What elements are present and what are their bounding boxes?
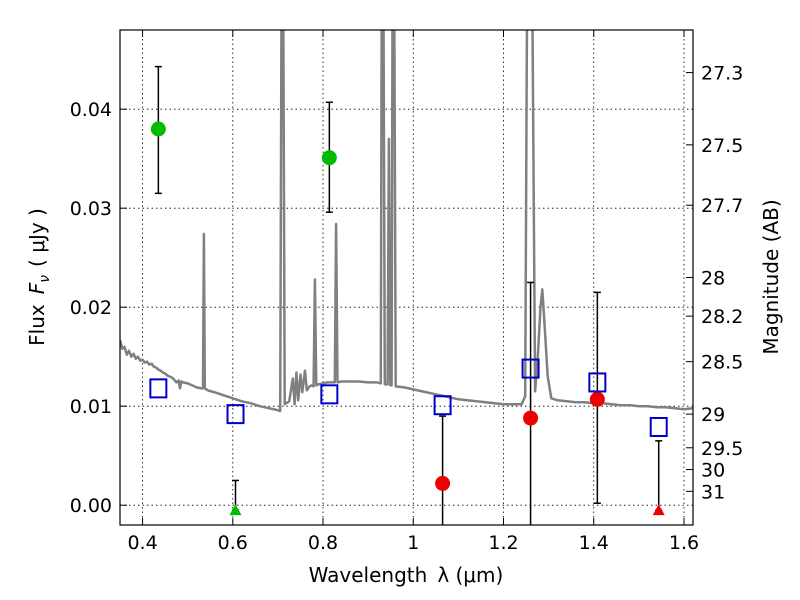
y2-tick-label: 30 [701,460,725,482]
optical-limit-triangle [229,504,242,516]
ir-limit-triangle [652,504,665,516]
x-axis-label: Wavelength [309,563,428,587]
x-tick-label: 1.4 [579,532,609,554]
y-axis-subscript: ν [37,275,53,283]
y2-tick-label: 28 [701,268,725,290]
model-photometry-square [433,395,452,416]
x-tick-label: 0.8 [308,532,338,554]
axes: 0.4 0.6 0.8 1 1.2 1.4 1.6 0.00 0.01 0.02 0.03 0.04 2… [70,30,743,554]
y2-tick-label: 27.5 [701,135,743,157]
y-tick-label: 0.02 [70,297,112,319]
model-photometry-square [320,384,339,405]
y-axis-units: ( μJy ) [25,208,49,267]
optical-detection-point [150,121,166,137]
y2-tick-label: 29 [701,404,725,426]
plot-area [120,30,693,525]
x-tick-label: 1.6 [669,532,699,554]
y2-tick-label: 31 [701,481,725,503]
x-tick-label: 1.2 [488,532,518,554]
y-tick-label: 0.03 [70,198,112,220]
optical-detection-point [321,150,337,166]
model-photometry-square [588,372,607,393]
y2-tick-label: 29.5 [701,438,743,460]
x-tick-label: 1 [407,532,419,554]
sed-model-line [120,30,693,413]
y-axis-title: Flux Fν ( μJy ) [25,208,53,346]
ir-detection-point [435,475,451,491]
model-photometry-square [149,378,168,399]
x-tick-label: 0.4 [127,532,157,554]
y-axis-label: Flux [25,304,49,346]
y-tick-label: 0.01 [70,396,112,418]
y2-tick-label: 27.7 [701,195,743,217]
model-photometry-square [521,358,540,379]
ir-detection-point [589,391,605,407]
model-photometry-square [649,416,668,437]
model-photometry-square [226,404,245,425]
y-axis-symbol: F [25,282,49,294]
y2-tick-label: 28.5 [701,352,743,374]
ir-detection-point [523,410,539,426]
x-axis-symbol: λ (μm) [437,563,503,587]
y2-axis-title: Magnitude (AB) [759,199,783,354]
x-axis-title: Wavelength λ (μm) [309,563,504,587]
y-tick-label: 0.00 [70,495,112,517]
x-tick-label: 0.6 [218,532,248,554]
y-tick-label: 0.04 [70,99,112,121]
y2-tick-label: 28.2 [701,306,743,328]
y2-tick-label: 27.3 [701,63,743,85]
